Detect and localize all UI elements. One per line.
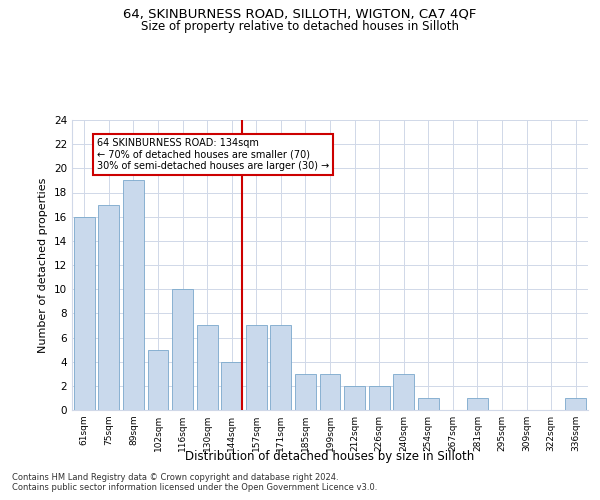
Text: Size of property relative to detached houses in Silloth: Size of property relative to detached ho…	[141, 20, 459, 33]
Bar	[197, 326, 218, 410]
Bar	[295, 374, 316, 410]
Bar	[320, 374, 340, 410]
Bar	[467, 398, 488, 410]
Bar	[368, 386, 389, 410]
Bar	[271, 326, 292, 410]
Text: 64, SKINBURNESS ROAD, SILLOTH, WIGTON, CA7 4QF: 64, SKINBURNESS ROAD, SILLOTH, WIGTON, C…	[124, 8, 476, 20]
Text: Distribution of detached houses by size in Silloth: Distribution of detached houses by size …	[185, 450, 475, 463]
Bar	[74, 216, 95, 410]
Bar	[418, 398, 439, 410]
Bar	[246, 326, 267, 410]
Y-axis label: Number of detached properties: Number of detached properties	[38, 178, 49, 352]
Text: Contains public sector information licensed under the Open Government Licence v3: Contains public sector information licen…	[12, 484, 377, 492]
Bar	[123, 180, 144, 410]
Bar	[221, 362, 242, 410]
Text: 64 SKINBURNESS ROAD: 134sqm
← 70% of detached houses are smaller (70)
30% of sem: 64 SKINBURNESS ROAD: 134sqm ← 70% of det…	[97, 138, 329, 172]
Bar	[393, 374, 414, 410]
Bar	[565, 398, 586, 410]
Bar	[98, 204, 119, 410]
Bar	[148, 350, 169, 410]
Text: Contains HM Land Registry data © Crown copyright and database right 2024.: Contains HM Land Registry data © Crown c…	[12, 474, 338, 482]
Bar	[344, 386, 365, 410]
Bar	[172, 289, 193, 410]
